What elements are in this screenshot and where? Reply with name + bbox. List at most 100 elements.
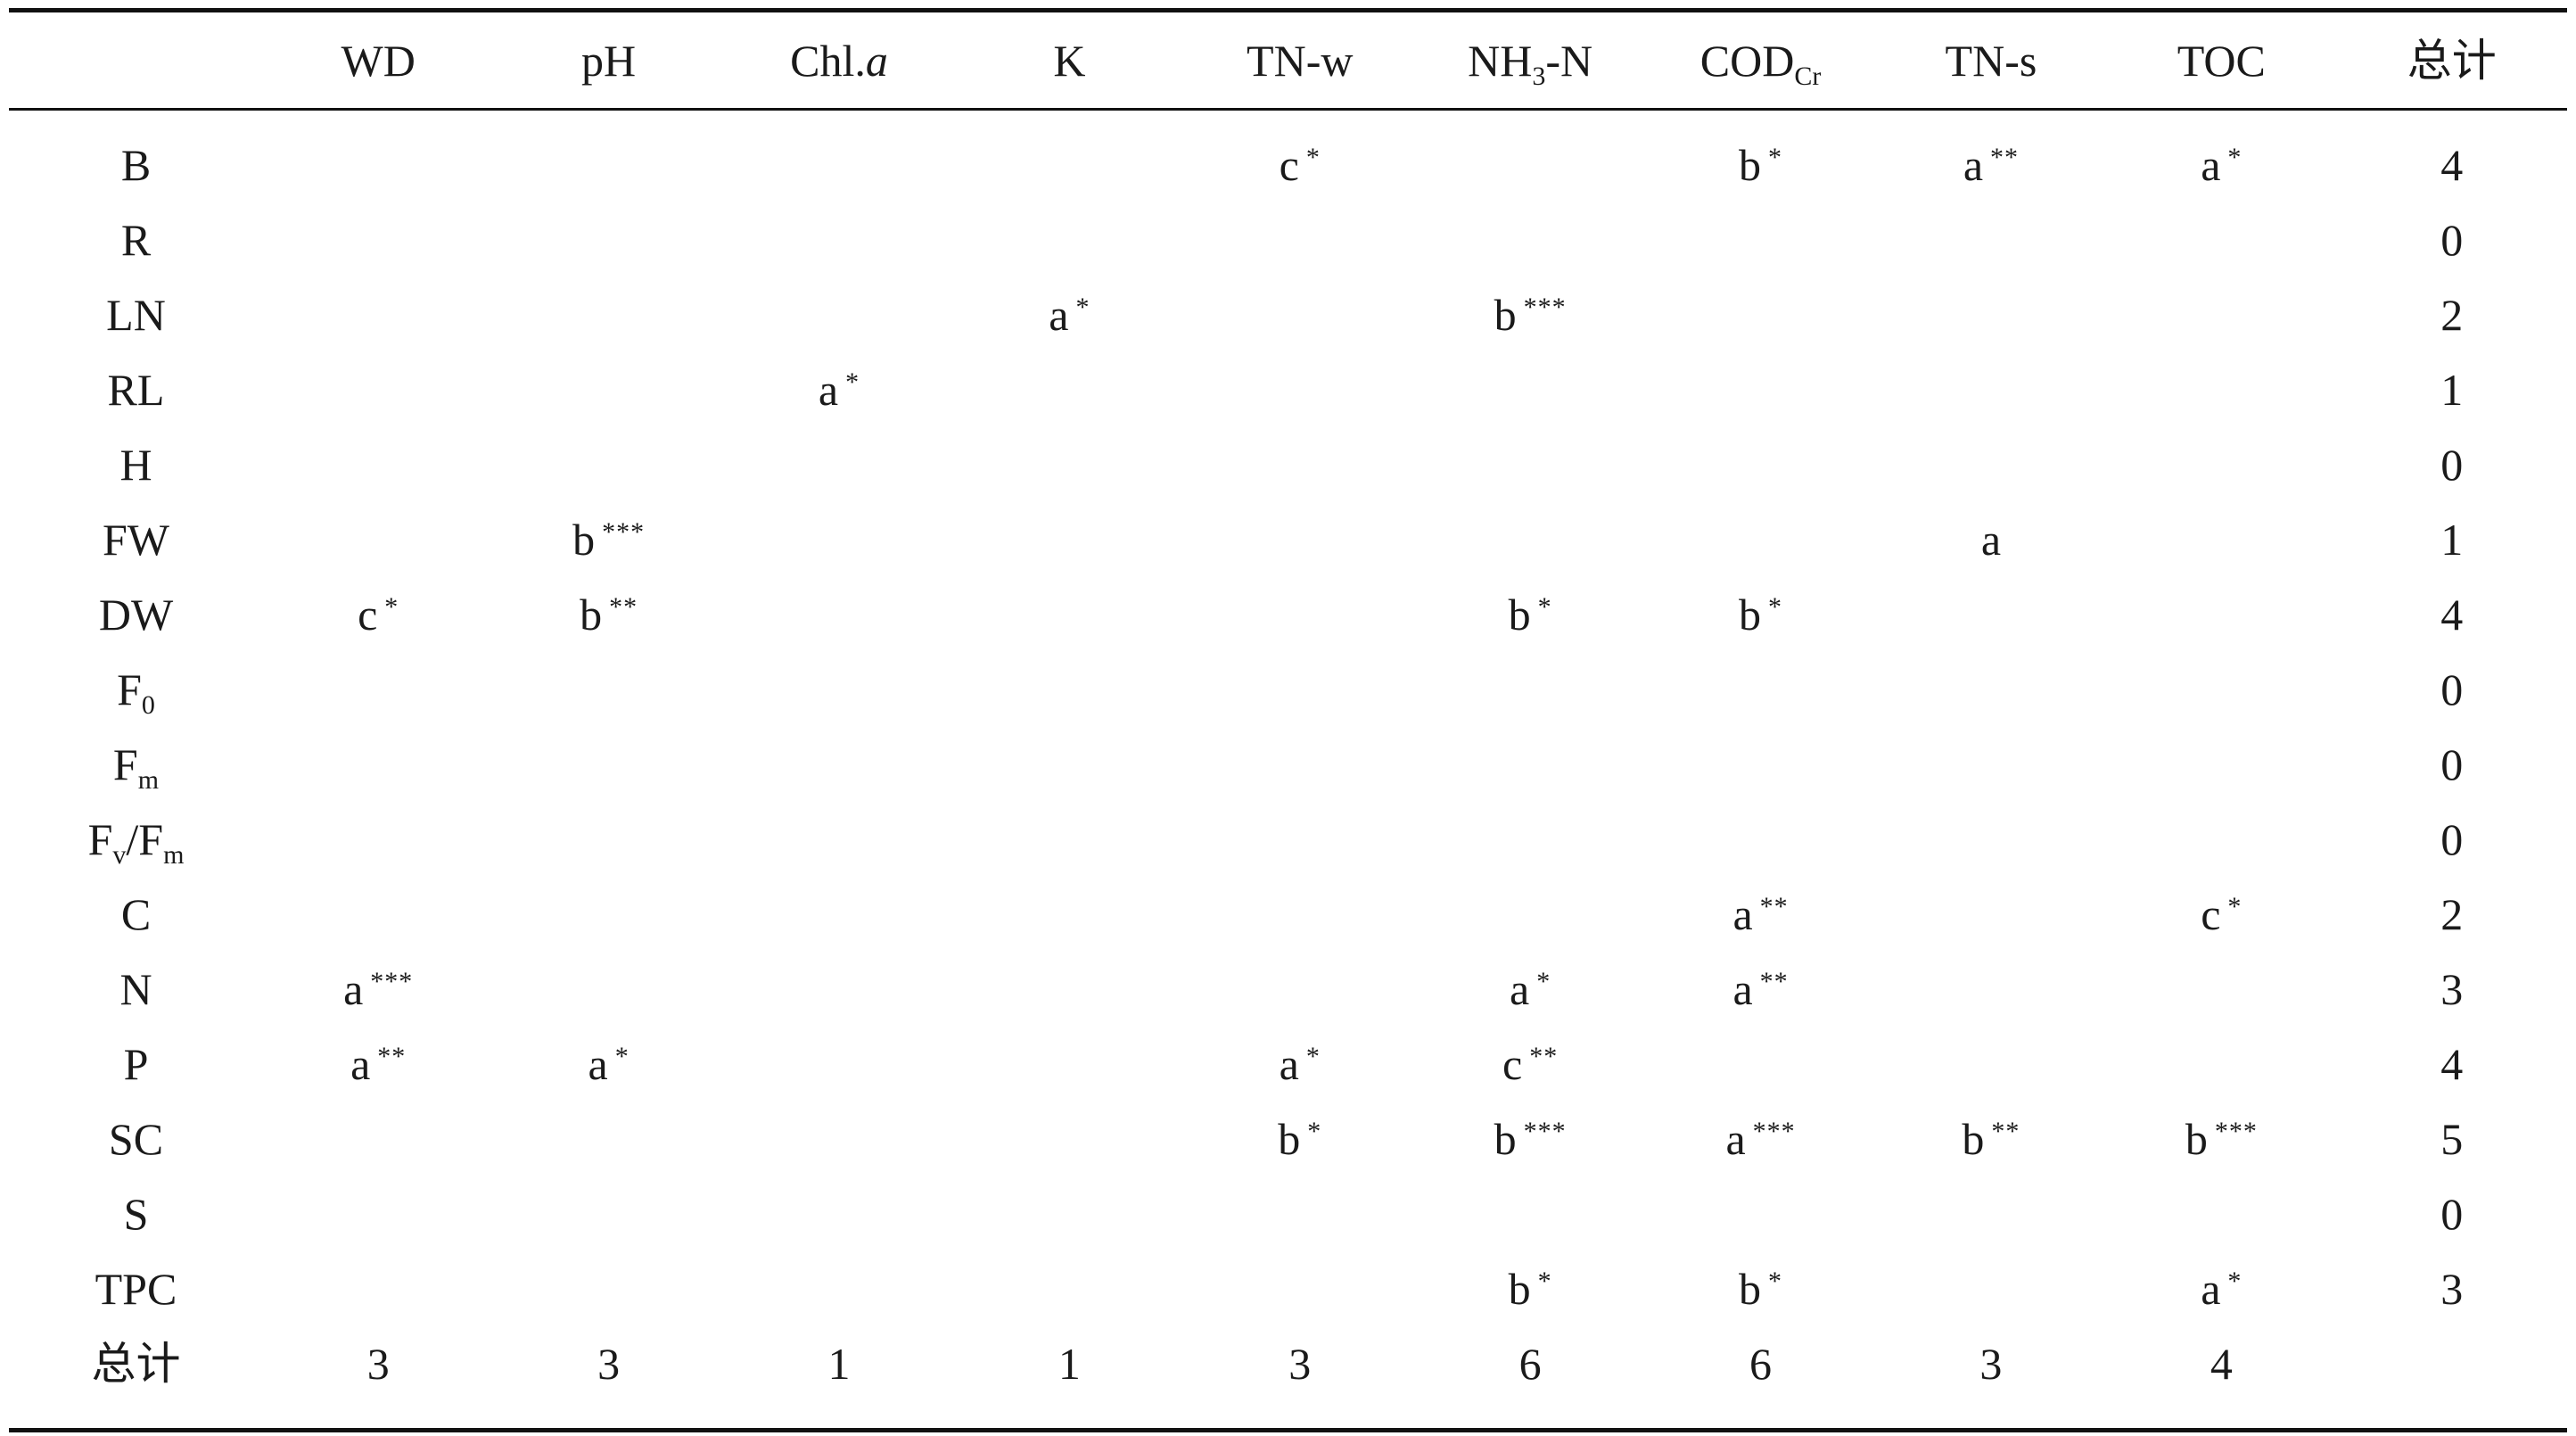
- group-letter: b: [2185, 1114, 2208, 1164]
- row-label: C: [9, 877, 263, 952]
- cell-tn-w: [1185, 277, 1415, 352]
- row-total: 0: [2440, 739, 2464, 789]
- row-label-text: RL: [107, 365, 165, 415]
- header-chl-a: Chl.a: [724, 12, 954, 108]
- grand-total: [2337, 1326, 2567, 1401]
- group-letter: c: [1502, 1039, 1523, 1089]
- significance-marker: **: [1759, 967, 1789, 996]
- cell-tn-s: [1876, 277, 2106, 352]
- column-total-toc: 4: [2210, 1339, 2233, 1389]
- row-total: 0: [2440, 215, 2464, 265]
- cell-cod-cr: [1645, 427, 1875, 502]
- row-label: FW: [9, 502, 263, 577]
- row-total: 3: [2440, 1264, 2464, 1314]
- cell-tn-s: b **: [1876, 1102, 2106, 1176]
- cell-wd: [263, 877, 493, 952]
- row-label: H: [9, 427, 263, 502]
- significance-marker: *: [1768, 1267, 1783, 1296]
- group-letter: a: [350, 1039, 371, 1089]
- group-letter: b: [1508, 590, 1531, 640]
- table-row: DW c * b ** b * b * 4: [9, 577, 2567, 652]
- group-letter: b: [1494, 290, 1517, 340]
- column-total-wd: 3: [366, 1339, 390, 1389]
- cell-k: [954, 952, 1184, 1027]
- significance-marker: *: [1768, 592, 1783, 622]
- header-row: WD pH Chl.a K TN-w NH3-N CODCr TN-s TOC …: [9, 12, 2567, 108]
- row-label: LN: [9, 277, 263, 352]
- cell-nh3-n: b ***: [1415, 277, 1645, 352]
- row-label-text: SC: [108, 1114, 164, 1164]
- cell-tn-w: [1185, 1251, 1415, 1326]
- group-letter: a: [1963, 140, 1984, 190]
- cell-chl-a: [724, 427, 954, 502]
- cell-ph: [493, 128, 723, 202]
- cell-k: [954, 877, 1184, 952]
- cell-chl-a: [724, 128, 954, 202]
- row-label: TPC: [9, 1251, 263, 1326]
- cell-toc: [2106, 502, 2336, 577]
- bottom-rule: [9, 1428, 2567, 1432]
- cell-tn-w: a *: [1185, 1027, 1415, 1102]
- cell-tn-w: [1185, 502, 1415, 577]
- significance-marker: **: [1759, 892, 1789, 921]
- cell-tn-w: [1185, 727, 1415, 802]
- cell-tn-w: [1185, 1176, 1415, 1251]
- cell-ph: a *: [493, 1027, 723, 1102]
- significance-marker: *: [1536, 967, 1551, 996]
- cell-toc: [2106, 952, 2336, 1027]
- cell-toc: [2106, 427, 2336, 502]
- row-label: RL: [9, 352, 263, 427]
- cell-nh3-n: [1415, 877, 1645, 952]
- group-letter: c: [358, 590, 378, 640]
- cell-cod-cr: b *: [1645, 577, 1875, 652]
- row-label-mid: /F: [126, 814, 164, 864]
- cell-toc: [2106, 277, 2336, 352]
- header-nh3-n: NH3-N: [1415, 12, 1645, 108]
- cell-k: [954, 502, 1184, 577]
- cell-chl-a: [724, 502, 954, 577]
- cell-tn-w: b *: [1185, 1102, 1415, 1176]
- cell-wd: [263, 802, 493, 877]
- row-label: N: [9, 952, 263, 1027]
- cell-k: [954, 1251, 1184, 1326]
- cell-tn-s: [1876, 202, 2106, 277]
- cell-chl-a: [724, 1176, 954, 1251]
- significance-marker: *: [1075, 293, 1090, 322]
- significance-marker: ***: [602, 517, 646, 547]
- row-label-text: C: [120, 889, 152, 939]
- cell-k: [954, 577, 1184, 652]
- cell-ph: [493, 1102, 723, 1176]
- header-rule: [9, 108, 2567, 111]
- row-label-text: N: [119, 964, 152, 1014]
- row-label-subscript: m: [163, 840, 185, 870]
- cell-tn-s: [1876, 427, 2106, 502]
- group-letter: a: [1732, 964, 1753, 1014]
- header-chl-italic: a: [865, 35, 888, 86]
- cell-wd: [263, 652, 493, 727]
- totals-row: 总计 3 3 1 1 3 6 6 3 4: [9, 1326, 2567, 1401]
- cell-ph: b **: [493, 577, 723, 652]
- group-letter: b: [1494, 1114, 1517, 1164]
- significance-marker: *: [614, 1042, 630, 1071]
- cell-k: [954, 427, 1184, 502]
- group-letter: b: [1962, 1114, 1985, 1164]
- cell-tn-w: [1185, 577, 1415, 652]
- row-total: 1: [2440, 365, 2464, 415]
- significance-marker: ***: [1523, 293, 1567, 322]
- row-label-subscript: 0: [141, 690, 155, 720]
- significance-marker: *: [1307, 1117, 1322, 1146]
- cell-ph: [493, 202, 723, 277]
- row-label: DW: [9, 577, 263, 652]
- cell-toc: [2106, 652, 2336, 727]
- row-label-text: S: [123, 1189, 149, 1239]
- cell-chl-a: [724, 1251, 954, 1326]
- cell-toc: a *: [2106, 1251, 2336, 1326]
- cell-ph: [493, 1251, 723, 1326]
- header-k: K: [1053, 35, 1086, 86]
- cell-wd: [263, 1176, 493, 1251]
